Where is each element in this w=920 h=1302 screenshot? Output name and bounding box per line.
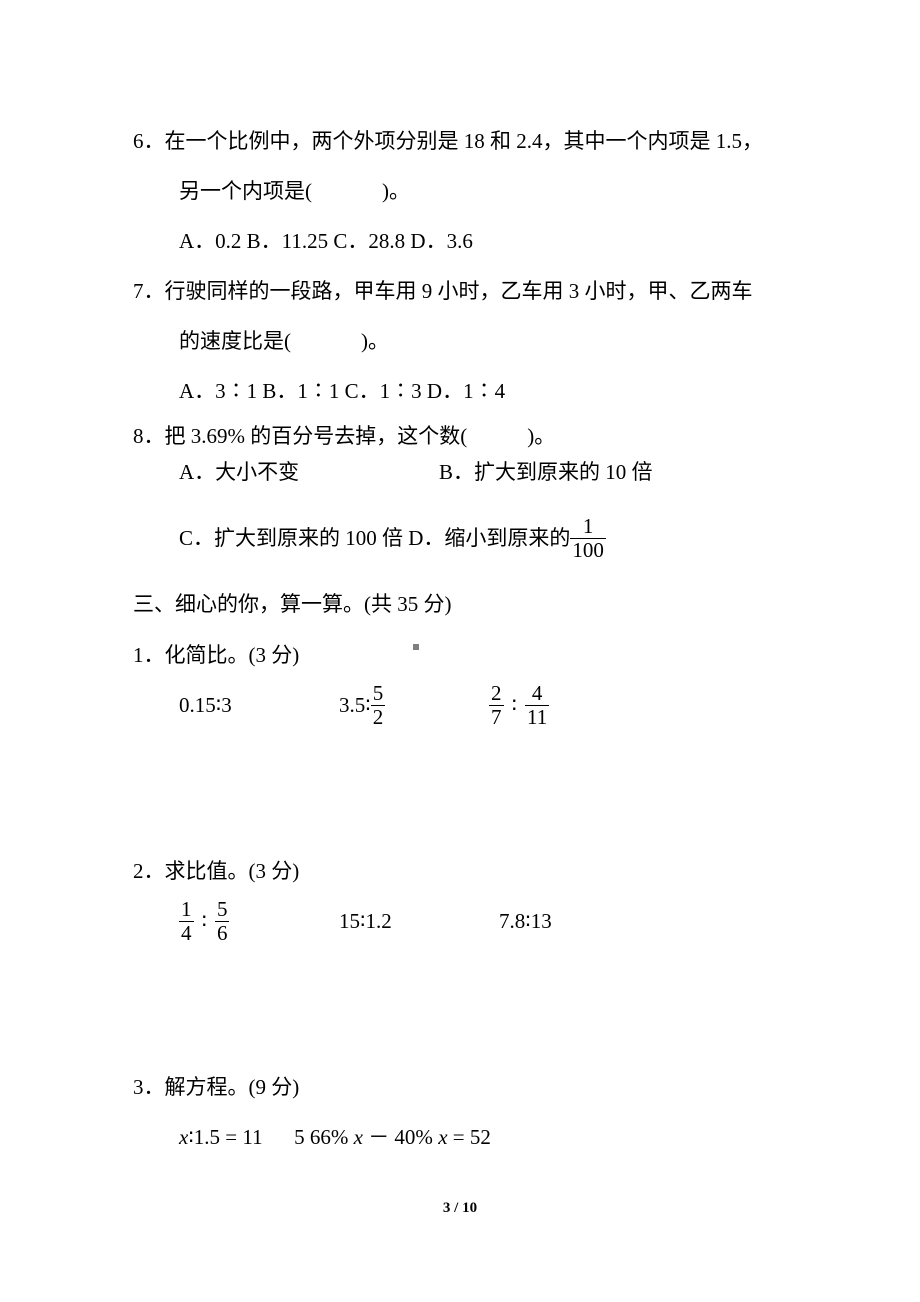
p1-item-b: 3.5∶ 5 2 [339, 683, 489, 728]
p1-c-num2: 4 [525, 683, 549, 705]
p2-a-frac1: 1 4 [179, 899, 194, 944]
p1-title: 1．化简比。(3 分) [133, 632, 793, 678]
p1-c-den2: 11 [525, 705, 549, 728]
q8-line1: 8．把 3.69% 的百分号去掉，这个数( )。 [133, 413, 793, 459]
p3-title: 3．解方程。(9 分) [133, 1064, 793, 1110]
decorative-dot [413, 644, 419, 650]
q8-stem-suf: )。 [527, 424, 555, 448]
p3-eq2-x1: x [354, 1125, 363, 1149]
q7-stem2-pre: 的速度比是( [179, 329, 291, 353]
p1-items: 0.15∶3 3.5∶ 5 2 2 7 ∶ 4 11 [179, 683, 799, 728]
page-footer: 3 / 10 [0, 1201, 920, 1216]
p1-title-text: 化简比。(3 分) [165, 643, 300, 667]
p2-item-c: 7.8∶13 [499, 911, 552, 932]
p3-eq1-mid: ∶1.5 = 11 [188, 1125, 262, 1149]
p2-number: 2． [133, 859, 165, 883]
p1-b-prefix: 3.5∶ [339, 695, 371, 716]
p3-gap: 5 66% [263, 1125, 354, 1149]
p1-b-frac: 5 2 [371, 683, 386, 728]
p2-item-b: 15∶1.2 [339, 911, 499, 932]
q8-number: 8． [133, 424, 165, 448]
q6-number: 6． [133, 129, 165, 153]
page: 6．在一个比例中，两个外项分别是 18 和 2.4，其中一个内项是 1.5， 另… [0, 0, 920, 1302]
p3-number: 3． [133, 1075, 165, 1099]
q7-stem2-suf: )。 [361, 329, 389, 353]
p3-eq1-x: x [179, 1125, 188, 1149]
q6-stem2-suf: )。 [382, 179, 410, 203]
p2-title: 2．求比值。(3 分) [133, 848, 793, 894]
q8-stem-pre: 把 3.69% 的百分号去掉，这个数( [165, 424, 468, 448]
p2-a-den: 4 [179, 921, 194, 944]
p2-a-sep: ∶ [202, 911, 207, 932]
p3-eq2-x2: x [438, 1125, 447, 1149]
p2-a-den2: 6 [215, 921, 230, 944]
q6-options-text: A．0.2 B．11.25 C．28.8 D．3.6 [179, 229, 473, 253]
p1-c-den1: 7 [489, 705, 504, 728]
p2-a-num: 1 [179, 899, 194, 921]
page-number: 3 / 10 [443, 1200, 477, 1216]
q7-stem1: 行驶同样的一段路，甲车用 9 小时，乙车用 3 小时，甲、乙两车 [165, 279, 753, 303]
p1-c-frac2: 4 11 [525, 683, 549, 728]
q7-line2: 的速度比是( )。 [179, 318, 799, 364]
section3-text: 三、细心的你，算一算。(共 35 分) [133, 592, 452, 616]
p2-a-frac2: 5 6 [215, 899, 230, 944]
p2-a-num2: 5 [215, 899, 230, 921]
q8-optC: C．扩大到原来的 100 倍 D．缩小到原来的 [179, 528, 570, 549]
p3-eq2-end: = 52 [448, 1125, 491, 1149]
p3-eq2-mid: － 40% [363, 1125, 438, 1149]
q8-optD-den: 100 [570, 538, 606, 561]
p1-c-sep: ∶ [512, 695, 517, 716]
q6-stem2-pre: 另一个内项是( [179, 179, 312, 203]
p1-b-num: 5 [371, 683, 386, 705]
q7-line1: 7．行驶同样的一段路，甲车用 9 小时，乙车用 3 小时，甲、乙两车 [133, 268, 793, 314]
q8-optA: A．大小不变 [179, 462, 439, 483]
q6-line2: 另一个内项是( )。 [179, 168, 799, 214]
p1-item-a: 0.15∶3 [179, 695, 339, 716]
q8-optD-num: 1 [570, 516, 606, 538]
p2-item-a: 1 4 ∶ 5 6 [179, 899, 339, 944]
p3-title-text: 解方程。(9 分) [165, 1075, 300, 1099]
q8-opts-row2: C．扩大到原来的 100 倍 D．缩小到原来的 1 100 [179, 516, 799, 561]
p3-equations: x∶1.5 = 11 5 66% x － 40% x = 52 [179, 1114, 799, 1160]
section3-heading: 三、细心的你，算一算。(共 35 分) [133, 581, 793, 627]
q6-stem1: 在一个比例中，两个外项分别是 18 和 2.4，其中一个内项是 1.5， [165, 129, 764, 153]
p2-title-text: 求比值。(3 分) [165, 859, 300, 883]
p2-items: 1 4 ∶ 5 6 15∶1.2 7.8∶13 [179, 899, 799, 944]
p1-item-c: 2 7 ∶ 4 11 [489, 683, 549, 728]
q8-opts-row1: A．大小不变 B．扩大到原来的 10 倍 [179, 462, 799, 483]
q8-optB: B．扩大到原来的 10 倍 [439, 462, 653, 483]
p1-number: 1． [133, 643, 165, 667]
p1-b-den: 2 [371, 705, 386, 728]
q7-options-text: A．3∶1 B．1∶1 C．1∶3 D．1∶4 [179, 379, 505, 403]
p1-c-num1: 2 [489, 683, 504, 705]
q8-optD-frac: 1 100 [570, 516, 606, 561]
q6-line1: 6．在一个比例中，两个外项分别是 18 和 2.4，其中一个内项是 1.5， [133, 118, 793, 164]
q7-options: A．3∶1 B．1∶1 C．1∶3 D．1∶4 [179, 368, 799, 414]
p1-c-frac1: 2 7 [489, 683, 504, 728]
q7-number: 7． [133, 279, 165, 303]
q6-options: A．0.2 B．11.25 C．28.8 D．3.6 [179, 218, 799, 264]
